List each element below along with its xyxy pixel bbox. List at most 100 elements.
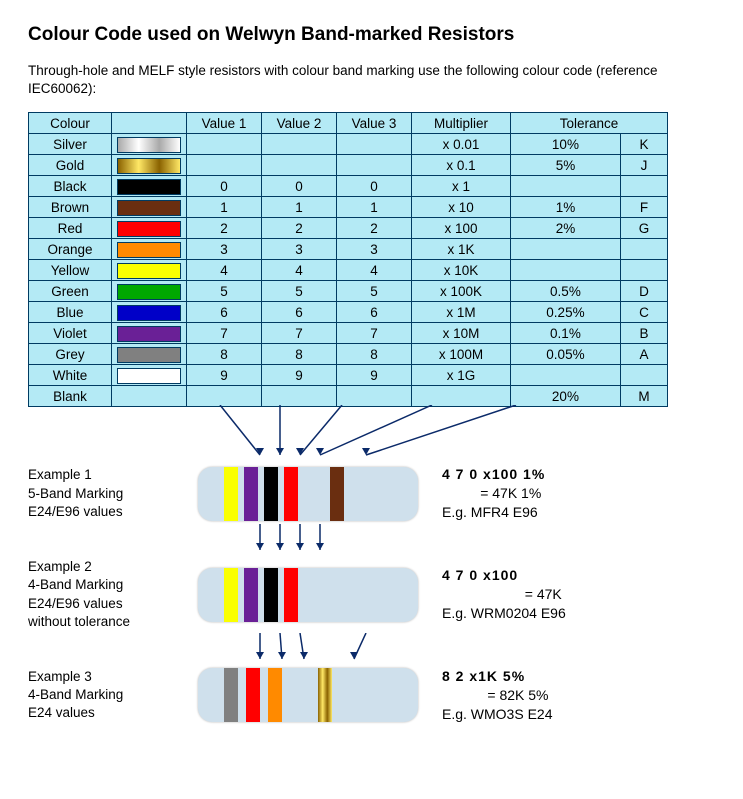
value-cell: 1% bbox=[511, 197, 621, 218]
value-cell: 4 bbox=[187, 260, 262, 281]
resistor-band bbox=[284, 568, 298, 622]
example-label: Example 24-Band MarkingE24/E96 valueswit… bbox=[28, 558, 198, 631]
table-row: Blank 20%M bbox=[29, 386, 668, 407]
colour-name-cell: Black bbox=[29, 176, 112, 197]
resistor-graphic bbox=[198, 568, 418, 622]
value-cell: 9 bbox=[262, 365, 337, 386]
table-row: Green555x 100K0.5%D bbox=[29, 281, 668, 302]
col-header bbox=[112, 113, 187, 134]
value-cell bbox=[511, 260, 621, 281]
value-cell: G bbox=[620, 218, 667, 239]
value-cell: 1 bbox=[187, 197, 262, 218]
colour-swatch-cell bbox=[112, 155, 187, 176]
value-cell: C bbox=[620, 302, 667, 323]
resistor-band bbox=[224, 668, 238, 722]
table-row: Black000x 1 bbox=[29, 176, 668, 197]
colour-swatch-cell bbox=[112, 239, 187, 260]
col-header: Value 2 bbox=[262, 113, 337, 134]
colour-swatch-cell bbox=[112, 302, 187, 323]
value-cell bbox=[620, 260, 667, 281]
value-cell: x 10 bbox=[412, 197, 511, 218]
value-cell: B bbox=[620, 323, 667, 344]
value-cell: 4 bbox=[337, 260, 412, 281]
value-cell: 0 bbox=[187, 176, 262, 197]
value-cell bbox=[620, 176, 667, 197]
value-cell: x 1 bbox=[412, 176, 511, 197]
colour-swatch-cell bbox=[112, 281, 187, 302]
value-cell: M bbox=[620, 386, 667, 407]
col-header: Colour bbox=[29, 113, 112, 134]
value-cell: x 1K bbox=[412, 239, 511, 260]
colour-swatch-cell bbox=[112, 176, 187, 197]
table-row: Gold x 0.15%J bbox=[29, 155, 668, 176]
colour-code-table: Colour Value 1Value 2Value 3MultiplierTol… bbox=[28, 112, 668, 407]
example-result: 4 7 0 x100 1%= 47K 1%E.g. MFR4 E96 bbox=[442, 465, 545, 522]
value-cell: 7 bbox=[262, 323, 337, 344]
value-cell: 1 bbox=[262, 197, 337, 218]
resistor-band bbox=[268, 668, 282, 722]
arrows-set3 bbox=[198, 633, 715, 663]
value-cell: 10% bbox=[511, 134, 621, 155]
table-row: Blue666x 1M0.25%C bbox=[29, 302, 668, 323]
col-header: Tolerance bbox=[511, 113, 668, 134]
value-cell: 2 bbox=[262, 218, 337, 239]
colour-name-cell: Brown bbox=[29, 197, 112, 218]
resistor-band bbox=[224, 467, 238, 521]
resistor-band bbox=[284, 467, 298, 521]
colour-swatch-cell bbox=[112, 197, 187, 218]
value-cell bbox=[511, 239, 621, 260]
resistor-band bbox=[264, 467, 278, 521]
value-cell: 3 bbox=[262, 239, 337, 260]
value-cell: x 100 bbox=[412, 218, 511, 239]
colour-name-cell: Violet bbox=[29, 323, 112, 344]
value-cell bbox=[337, 134, 412, 155]
value-cell: 20% bbox=[511, 386, 621, 407]
value-cell bbox=[412, 386, 511, 407]
col-header: Multiplier bbox=[412, 113, 511, 134]
resistor-band bbox=[224, 568, 238, 622]
value-cell bbox=[620, 239, 667, 260]
value-cell: 5 bbox=[187, 281, 262, 302]
value-cell: x 0.1 bbox=[412, 155, 511, 176]
value-cell: D bbox=[620, 281, 667, 302]
resistor-graphic bbox=[198, 668, 418, 722]
value-cell: 2 bbox=[337, 218, 412, 239]
colour-swatch-cell bbox=[112, 365, 187, 386]
value-cell: F bbox=[620, 197, 667, 218]
resistor-band bbox=[244, 467, 258, 521]
value-cell: 8 bbox=[337, 344, 412, 365]
table-row: Violet777x 10M0.1%B bbox=[29, 323, 668, 344]
value-cell: 5% bbox=[511, 155, 621, 176]
colour-name-cell: Gold bbox=[29, 155, 112, 176]
colour-swatch-cell bbox=[112, 386, 187, 407]
value-cell: J bbox=[620, 155, 667, 176]
colour-swatch-cell bbox=[112, 323, 187, 344]
col-header: Value 1 bbox=[187, 113, 262, 134]
example-row: Example 24-Band MarkingE24/E96 valueswit… bbox=[28, 558, 715, 631]
value-cell bbox=[511, 365, 621, 386]
example-result: 4 7 0 x100= 47KE.g. WRM0204 E96 bbox=[442, 566, 566, 623]
colour-name-cell: Grey bbox=[29, 344, 112, 365]
page-title: Colour Code used on Welwyn Band-marked R… bbox=[28, 24, 715, 46]
value-cell: 3 bbox=[337, 239, 412, 260]
table-row: Yellow444x 10K bbox=[29, 260, 668, 281]
resistor-band bbox=[330, 467, 344, 521]
table-row: Grey888x 100M0.05%A bbox=[29, 344, 668, 365]
colour-name-cell: Blank bbox=[29, 386, 112, 407]
colour-swatch-cell bbox=[112, 344, 187, 365]
examples-section: Example 15-Band MarkingE24/E96 values4 7… bbox=[28, 465, 715, 723]
value-cell: x 0.01 bbox=[412, 134, 511, 155]
value-cell: 2% bbox=[511, 218, 621, 239]
value-cell: K bbox=[620, 134, 667, 155]
colour-swatch-cell bbox=[112, 260, 187, 281]
value-cell: 0.25% bbox=[511, 302, 621, 323]
col-header: Value 3 bbox=[337, 113, 412, 134]
table-body: Silverx 0.0110%KGoldx 0.15%JBlack000x 1B… bbox=[29, 134, 668, 407]
intro-text: Through-hole and MELF style resistors wi… bbox=[28, 62, 715, 98]
arrows-set2 bbox=[198, 524, 715, 554]
value-cell bbox=[262, 155, 337, 176]
table-row: Orange333x 1K bbox=[29, 239, 668, 260]
value-cell: x 10K bbox=[412, 260, 511, 281]
colour-name-cell: Blue bbox=[29, 302, 112, 323]
value-cell bbox=[262, 134, 337, 155]
